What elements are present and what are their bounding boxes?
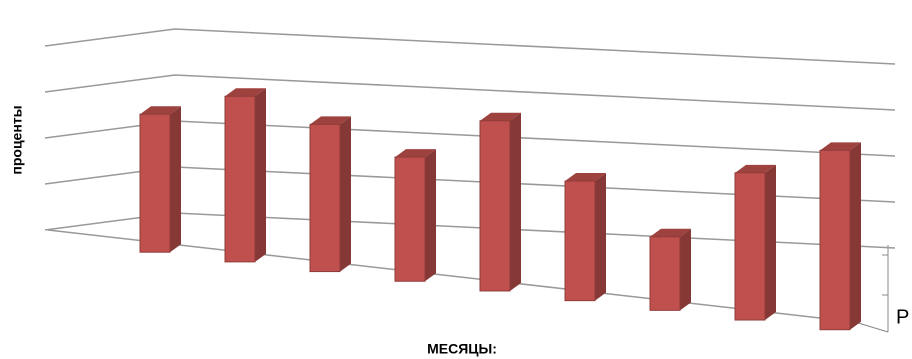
bar-front [479,120,511,292]
depth-axis-edge [854,321,889,333]
bar [479,112,521,292]
bar-side [170,106,181,253]
bar-side [255,88,266,262]
bar-front [734,172,766,321]
grid-line [44,74,896,111]
bar [139,106,181,253]
bar-front [139,113,171,253]
bar-top [735,164,776,173]
bar-front [309,123,341,273]
bar [819,142,861,331]
bar-front [564,180,596,302]
bar-side [595,173,606,301]
bar-top [395,149,436,158]
bar [649,228,691,311]
bar-side [425,149,436,282]
bar-front [394,156,426,282]
bar-top [140,106,181,115]
bar [224,88,266,263]
bar-front [224,95,256,263]
bar-side [510,112,521,291]
bar-side [850,142,861,330]
depth-label: Р [896,306,909,328]
bar [309,116,351,273]
bar-top [310,116,351,125]
bar-front [819,149,851,331]
bar [394,149,436,282]
bar-side [340,116,351,272]
bar-top [480,112,521,121]
bar-front [649,236,681,311]
bar-side [765,164,776,321]
floor-edge [47,229,856,323]
bar-top [650,228,691,237]
bar [564,173,606,302]
bar [734,164,776,321]
bar-top [820,142,861,151]
x-axis-label: МЕСЯЦЫ: [427,341,497,357]
bar-top [565,173,606,182]
bar-side [680,228,691,311]
bar-top [225,88,266,97]
y-axis-label: проценты [9,105,25,174]
grid-line [44,28,896,65]
